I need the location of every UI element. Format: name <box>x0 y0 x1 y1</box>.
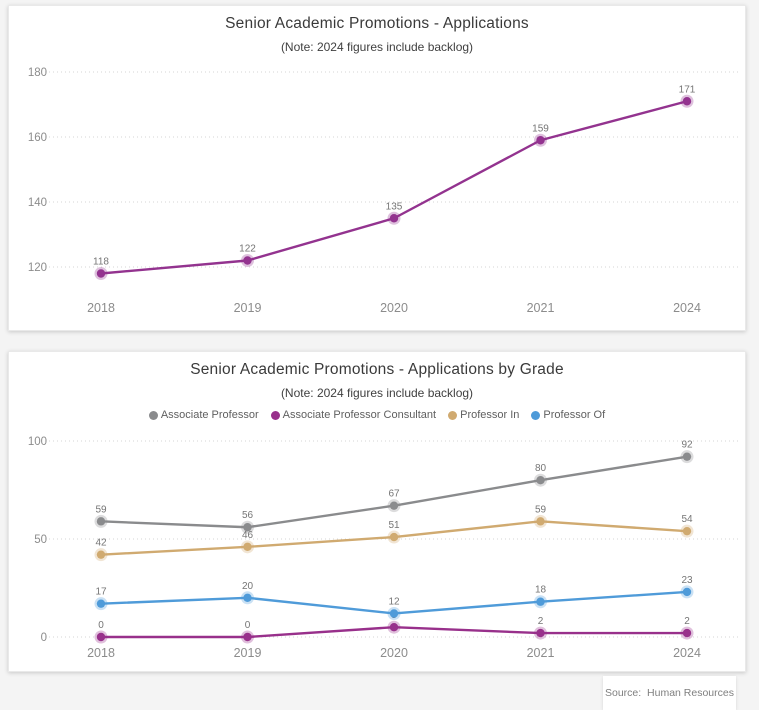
chart-subtitle-applications: (Note: 2024 figures include backlog) <box>280 40 474 54</box>
data-point-label: 92 <box>681 440 693 451</box>
data-point-label: 17 <box>95 587 107 598</box>
x-axis-category-label: 2021 <box>527 646 555 660</box>
chart-title-by-grade: Senior Academic Promotions - Application… <box>190 361 564 378</box>
x-axis-category-label: 2020 <box>380 646 408 660</box>
data-point-marker[interactable] <box>243 256 252 265</box>
data-point-label: 59 <box>535 504 547 515</box>
data-point-label: 135 <box>386 201 403 212</box>
data-point-label: 122 <box>239 244 256 255</box>
data-point-label: 0 <box>245 620 251 631</box>
x-axis-category-label: 2021 <box>527 301 555 315</box>
line-series-applications <box>99 100 689 275</box>
data-point-marker[interactable] <box>96 550 106 559</box>
y-axis-tick-label: 160 <box>28 132 47 144</box>
data-point-label: 80 <box>535 463 547 474</box>
data-point-label: 0 <box>98 620 104 631</box>
data-point-label: 2 <box>538 616 544 627</box>
chart-legend: Associate Professor Associate Professor C… <box>9 409 745 421</box>
data-point-label: 20 <box>242 581 254 592</box>
data-point-marker[interactable] <box>243 632 252 642</box>
data-point-marker[interactable] <box>96 269 106 278</box>
data-point-marker[interactable] <box>243 523 252 532</box>
data-point-label: 118 <box>93 257 109 268</box>
x-axis-category-label: 2018 <box>87 646 115 660</box>
data-point-marker[interactable] <box>96 517 106 526</box>
data-point-marker[interactable] <box>389 501 399 510</box>
chart-title-applications: Senior Academic Promotions - Application… <box>225 15 529 32</box>
data-point-marker[interactable] <box>682 587 692 597</box>
data-point-label: 171 <box>679 84 696 95</box>
data-point-label: 23 <box>681 575 693 586</box>
data-point-marker[interactable] <box>682 628 692 638</box>
data-point-label: 51 <box>388 520 400 531</box>
legend-label: Professor In <box>460 409 520 421</box>
data-point-label: 56 <box>242 510 254 521</box>
source-note-text: Source: Human Resources <box>605 687 734 699</box>
data-point-marker[interactable] <box>389 214 399 223</box>
data-point-marker[interactable] <box>96 632 106 642</box>
applications-chart-card: Senior Academic Promotions - Application… <box>8 5 746 331</box>
y-axis-tick-label: 120 <box>28 262 47 274</box>
data-point-marker[interactable] <box>389 532 399 542</box>
legend-item-associate-professor[interactable]: Associate Professor <box>148 409 259 421</box>
legend-color-dot <box>148 410 158 420</box>
data-point-marker[interactable] <box>536 517 545 526</box>
legend-label: Professor Of <box>543 409 606 421</box>
data-point-label: 18 <box>535 585 547 596</box>
legend-label: Associate Professor <box>160 409 259 421</box>
applications-line-chart[interactable]: 180 160 140 120 2018 2019 2020 2021 2024 118 122 13… <box>9 58 745 326</box>
data-point-marker[interactable] <box>243 542 252 552</box>
legend-item-associate-professor-consultant[interactable]: Associate Professor Consultant <box>270 409 437 421</box>
legend-color-dot <box>270 410 280 420</box>
data-point-marker[interactable] <box>536 476 545 485</box>
data-point-label: 46 <box>242 530 254 541</box>
data-point-marker[interactable] <box>389 623 399 632</box>
x-axis-category-label: 2019 <box>234 646 262 660</box>
data-point-marker[interactable] <box>243 593 252 602</box>
data-point-label: 42 <box>95 538 107 549</box>
legend-color-dot <box>531 410 541 420</box>
legend-label: Associate Professor Consultant <box>282 409 437 421</box>
y-axis-tick-label: 180 <box>28 67 47 79</box>
y-axis-tick-label: 50 <box>34 534 47 546</box>
x-axis-category-label: 2018 <box>87 301 115 315</box>
data-point-marker[interactable] <box>536 597 545 606</box>
data-point-marker[interactable] <box>536 628 545 638</box>
legend-color-dot <box>448 410 458 420</box>
data-point-label: 2 <box>684 616 690 627</box>
x-axis-category-label: 2024 <box>673 301 701 315</box>
y-axis-tick-label: 100 <box>28 436 47 448</box>
data-point-marker[interactable] <box>682 452 692 461</box>
data-point-marker[interactable] <box>96 599 106 608</box>
data-point-marker[interactable] <box>682 526 692 536</box>
data-point-label: 54 <box>681 514 693 525</box>
y-axis-tick-label: 140 <box>28 197 47 209</box>
y-axis-tick-label: 0 <box>41 632 47 644</box>
data-point-marker[interactable] <box>536 136 545 145</box>
applications-by-grade-chart-card: Senior Academic Promotions - Application… <box>8 351 746 672</box>
data-point-marker[interactable] <box>389 609 399 618</box>
data-point-label: 159 <box>532 123 549 134</box>
x-axis-category-label: 2024 <box>673 646 701 660</box>
legend-item-professor-of[interactable]: Professor Of <box>531 409 605 421</box>
data-point-marker[interactable] <box>682 97 692 106</box>
source-note-box: Source: Human Resources <box>603 676 736 710</box>
data-point-label: 67 <box>388 489 400 500</box>
x-axis-category-label: 2019 <box>234 301 262 315</box>
data-point-label: 59 <box>95 504 107 515</box>
legend-item-professor-in[interactable]: Professor In <box>448 409 519 421</box>
x-axis-category-label: 2020 <box>380 301 408 315</box>
data-point-label: 12 <box>388 596 400 607</box>
chart-subtitle-by-grade: (Note: 2024 figures include backlog) <box>280 386 474 400</box>
